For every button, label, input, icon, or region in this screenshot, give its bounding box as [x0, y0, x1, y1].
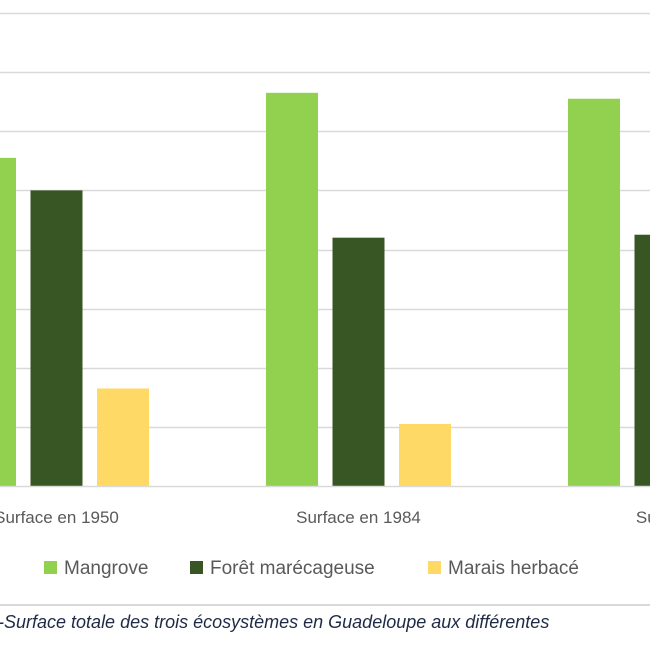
bar-foret-marecageuse-2 [332, 237, 385, 486]
bar-mangrove-3 [568, 98, 620, 486]
x-tick-label: Surface en 1950 [0, 508, 119, 527]
figure-caption: 2-Surface totale des trois écosystèmes e… [0, 612, 550, 632]
legend-label-marais-herbace: Marais herbacé [448, 558, 579, 579]
caption-rule [0, 604, 650, 606]
legend-label-foret-marecageuse: Forêt marécageuse [210, 558, 375, 579]
legend-swatch-foret-marecageuse [190, 561, 203, 574]
legend: Mangrove Forêt marécageuse Marais herbacé [44, 558, 579, 579]
bar-mangrove-2 [266, 92, 318, 486]
x-tick-label: Surface en 1984 [296, 508, 421, 527]
bar-foret-marecageuse-3 [634, 234, 650, 486]
bar-foret-marecageuse-1 [30, 190, 83, 486]
legend-swatch-mangrove [44, 561, 57, 574]
x-tick-labels: Surface en 1950 Surface en 1984 Surfac [0, 508, 650, 527]
bars [0, 92, 650, 486]
chart: Surface en 1950 Surface en 1984 Surfac Man… [0, 12, 650, 579]
bar-marais-herbace-1 [97, 388, 149, 486]
bar-marais-herbace-2 [399, 423, 451, 486]
legend-swatch-marais-herbace [428, 561, 441, 574]
bar-mangrove-1 [0, 157, 16, 486]
x-tick-label: Surfac [636, 508, 650, 527]
gridlines [0, 12, 650, 429]
legend-label-mangrove: Mangrove [64, 558, 149, 579]
